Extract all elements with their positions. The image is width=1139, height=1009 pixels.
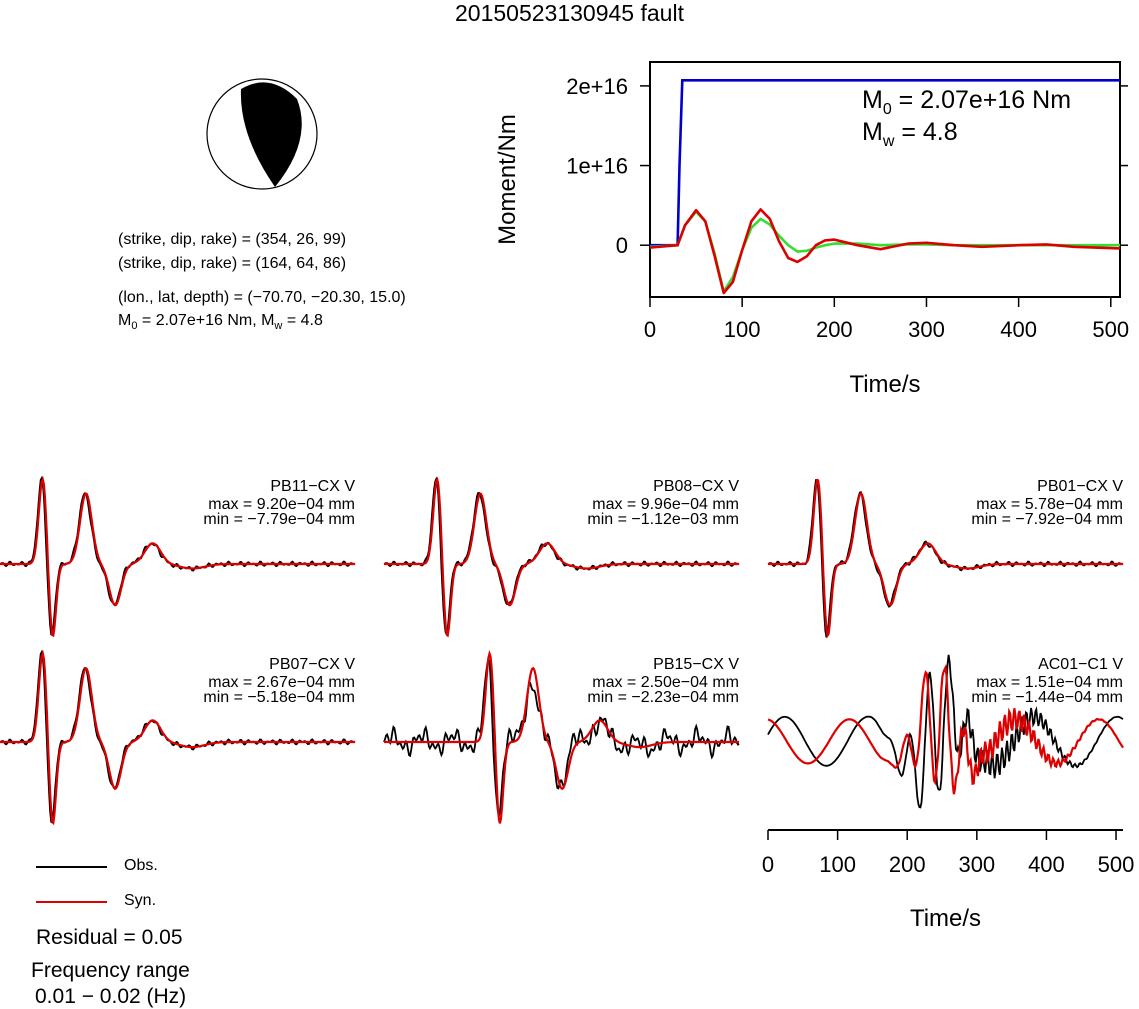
station-name: PB15−CX V [653, 656, 739, 673]
waveform-panels [0, 475, 1124, 826]
x-axis-label: Time/s [849, 371, 920, 398]
station-min: min = −1.44e−04 mm [971, 689, 1123, 706]
station-name: AC01−C1 V [1038, 656, 1123, 673]
station-min: min = −7.79e−04 mm [203, 511, 355, 528]
beachball [206, 78, 318, 190]
nodal-plane-1: (strike, dip, rake) = (354, 26, 99) [118, 231, 347, 248]
station-max: max = 9.96e−04 mm [592, 496, 739, 513]
moment-summary: M0 = 2.07e+16 Nm, Mw = 4.8 [118, 312, 323, 333]
x-tick-label: 500 [1092, 317, 1129, 342]
station-name: PB08−CX V [653, 478, 739, 495]
station-max: max = 2.67e−04 mm [208, 674, 355, 691]
moment-m0-annotation: M0 = 2.07e+16 Nm [862, 86, 1072, 118]
moment-rate-axes: 0 100 200 300 400 500 0 1e+16 2e+16 Time/s Moment/… [494, 61, 1129, 398]
time-tick-label: 300 [958, 852, 995, 877]
frequency-range-label: Frequency range [31, 959, 190, 982]
station-max: max = 5.78e−04 mm [976, 496, 1123, 513]
station-name: PB07−CX V [269, 656, 355, 673]
moment-mw-annotation: Mw = 4.8 [862, 118, 958, 150]
x-tick-label: 300 [908, 317, 945, 342]
observed-trace [383, 655, 740, 820]
time-axis-label: Time/s [910, 905, 981, 932]
synthetic-trace [384, 649, 739, 824]
frequency-range-value: 0.01 − 0.02 (Hz) [35, 985, 187, 1008]
moment-plot-frame [649, 61, 1121, 298]
station-name: PB11−CX V [270, 478, 355, 495]
x-tick-label: 400 [1000, 317, 1037, 342]
time-tick-label: 500 [1098, 852, 1135, 877]
station-max: max = 2.50e−04 mm [592, 674, 739, 691]
hypocenter-location: (lon., lat, depth) = (−70.70, −20.30, 15… [118, 289, 406, 306]
station-name: PB01−CX V [1037, 478, 1123, 495]
time-tick-label: 400 [1028, 852, 1065, 877]
nodal-plane-2: (strike, dip, rake) = (164, 64, 86) [118, 255, 347, 272]
residual-label: Residual = 0.05 [36, 926, 183, 949]
time-tick-label: 200 [889, 852, 926, 877]
y-tick-label: 2e+16 [566, 74, 628, 99]
figure-title: 20150523130945 fault [455, 0, 684, 26]
legend-lines [36, 866, 107, 903]
station-min: min = −5.18e−04 mm [203, 689, 355, 706]
legend-syn-label: Syn. [124, 892, 157, 909]
synthetic-trace [0, 650, 355, 826]
y-tick-label: 0 [616, 233, 628, 258]
station-min: min = −7.92e−04 mm [971, 511, 1123, 528]
station-max: max = 9.20e−04 mm [208, 496, 355, 513]
station-min: min = −2.23e−04 mm [587, 689, 739, 706]
waveform-time-axis: 0 100 200 300 400 500 Time/s [762, 829, 1135, 932]
legend-obs-label: Obs. [124, 857, 158, 874]
station-max: max = 1.51e−04 mm [976, 674, 1123, 691]
synthetic-trace [384, 476, 739, 638]
synthetic-trace [768, 478, 1123, 639]
synthetic-trace [0, 476, 355, 638]
time-tick-label: 100 [819, 852, 856, 877]
y-tick-label: 1e+16 [566, 154, 628, 179]
moment-series-3 [649, 208, 1121, 295]
x-tick-label: 100 [724, 317, 761, 342]
time-tick-label: 0 [762, 852, 774, 877]
synthetic-trace [767, 663, 1124, 795]
x-tick-label: 200 [816, 317, 853, 342]
x-tick-label: 0 [644, 317, 656, 342]
station-min: min = −1.12e−03 mm [587, 511, 739, 528]
y-axis-label: Moment/Nm [494, 114, 521, 245]
